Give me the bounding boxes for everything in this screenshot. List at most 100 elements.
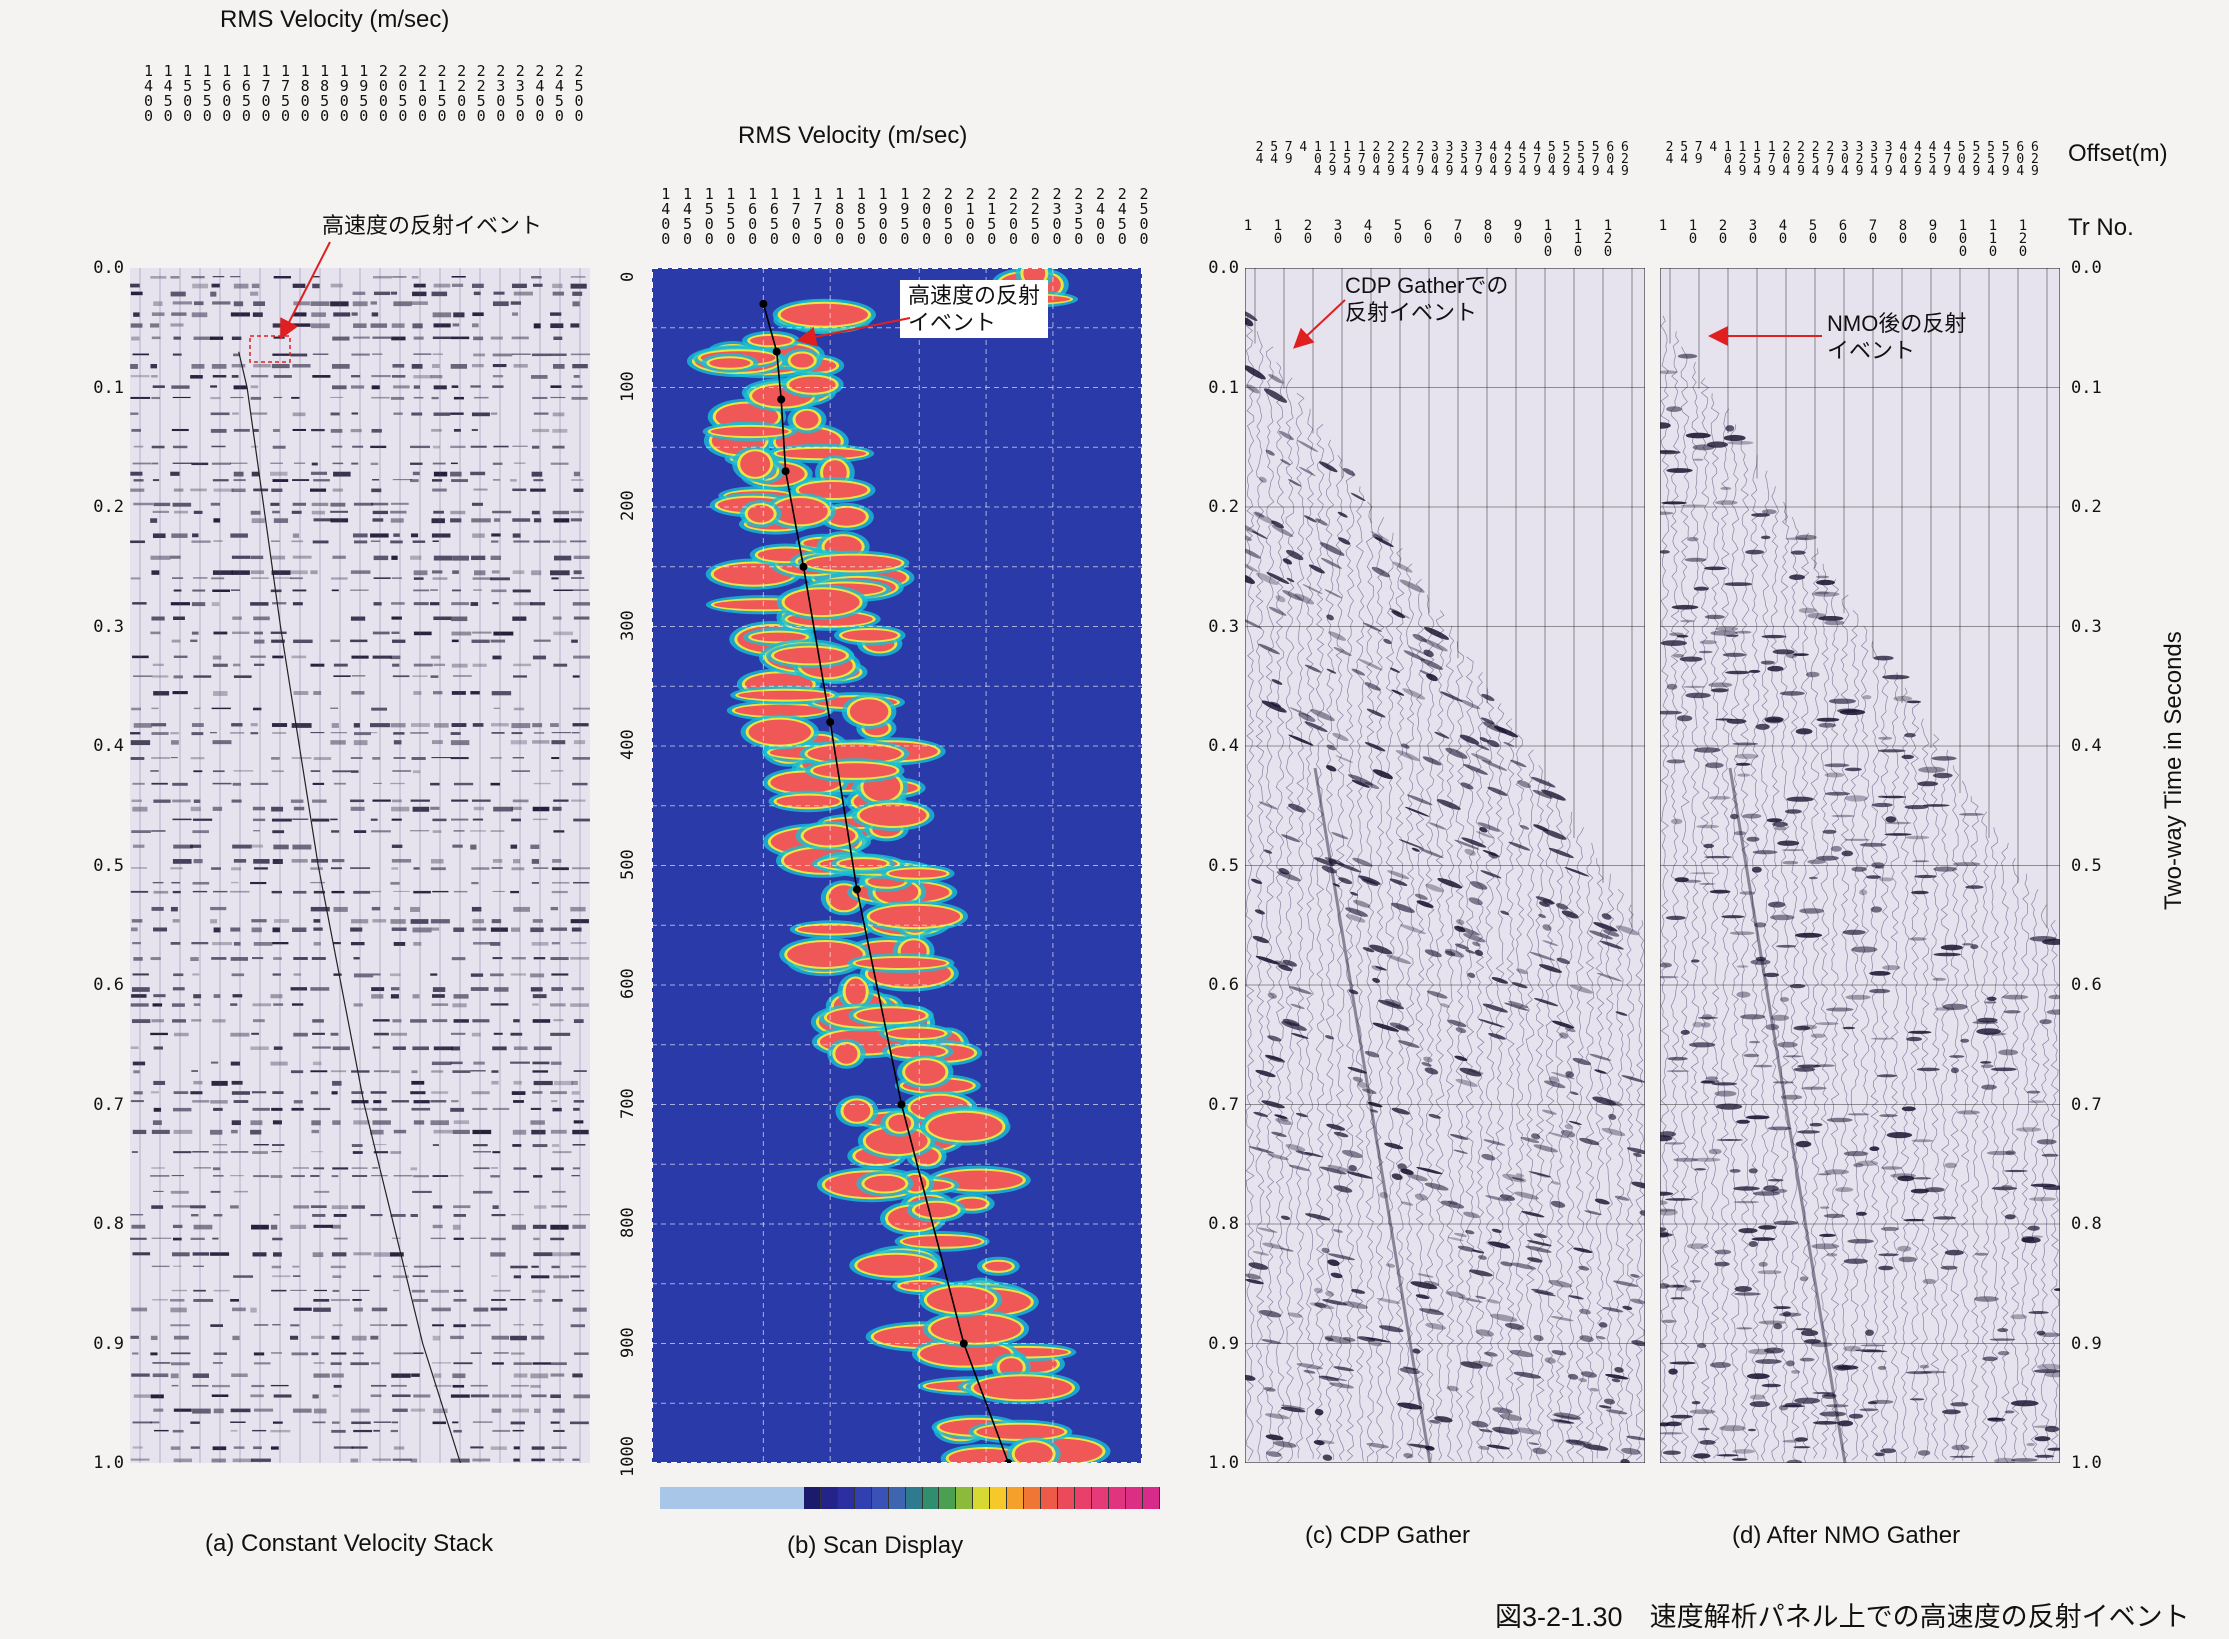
cdp-gather-panel [1245,268,1645,1463]
colorbar-swatch [922,1487,940,1509]
gather-events [1245,310,1645,1463]
offset-label: 279 [1822,140,1838,176]
offset-label: 154 [1749,140,1765,176]
velocity-label: 1900 [874,185,893,245]
scan-gridlines [652,268,1142,1463]
offset-label: 354 [1866,140,1882,176]
time-tick-label: 0.8 [2071,1214,2102,1234]
velocity-label: 1550 [198,62,217,122]
time-tick-label: 200 [618,490,638,521]
time-tick-label: 0.4 [1208,736,1239,756]
trace-label: 1 [1655,218,1671,231]
velocity-label: 1550 [721,185,740,245]
velocity-label: 1700 [256,62,275,122]
trace-label: 70 [1865,218,1881,244]
offset-label: 404 [1895,140,1911,176]
velocity-pick-point [759,299,768,308]
time-tick-label: 100 [618,370,638,402]
offset-label: 529 [1968,140,1984,176]
panel-c-time-axis: 0.0 0.1 0.2 0.3 0.4 0.5 0.6 0.7 0.8 0.9 1.0 [1185,258,1245,1473]
velocity-label: 2250 [1026,185,1045,245]
time-tick-label: 0.9 [2071,1333,2102,1354]
trace-label: 80 [1895,218,1911,244]
velocity-label: 2150 [982,185,1001,245]
velocity-pick-point [772,347,781,356]
offset-label: 479 [1529,140,1545,176]
offset-label: 79 [1281,140,1297,164]
trace-label: 120 [1600,218,1616,257]
offset-label: 379 [1881,140,1897,176]
offset-label: 254 [1808,140,1824,176]
velocity-label: 1500 [700,185,719,245]
velocity-label: 1750 [276,62,295,122]
stack-trace-lines [139,268,581,1463]
velocity-pick-point [852,885,861,894]
velocity-label: 2100 [413,62,432,122]
velocity-label: 1750 [808,185,827,245]
colorbar-swatch [888,1487,906,1509]
offset-label: 504 [1544,140,1560,176]
panel-d-offset-labels: 24 54 79 4 104 129 154 179 204 229 254 279 304 329 354… [1662,140,2042,180]
offset-label: 429 [1500,140,1516,176]
panel-d-annotation-line-2: イベント [1827,338,1916,363]
colorbar-swatch [1092,1487,1110,1509]
offset-label: 329 [1442,140,1457,176]
time-tick-label: 0.8 [1208,1214,1239,1234]
offset-label: 379 [1471,140,1487,176]
colorbar-swatch [755,1487,772,1509]
panel-b-annotation: 高速度の反射 イベント [900,280,1049,338]
offset-label: 229 [1383,140,1399,176]
velocity-label: 2000 [374,62,393,122]
velocity-label: 1850 [852,185,871,245]
offset-label: 479 [1939,140,1955,176]
colorbar-swatch [707,1487,724,1509]
offset-label: 54 [1266,140,1282,164]
panel-b-caption: (b) Scan Display [787,1532,964,1559]
trace-label: 90 [1510,218,1526,244]
time-tick-label: 1.0 [93,1453,124,1473]
velocity-label: 1650 [237,62,256,122]
panel-b-annotation-line-2: イベント [908,310,997,335]
time-tick-label: 0.1 [2071,377,2102,398]
velocity-label: 2200 [1004,185,1023,245]
time-tick-label: 600 [618,968,638,999]
colorbar-swatch [1109,1487,1127,1509]
colorbar-swatch [675,1487,692,1509]
colorbar-swatch [854,1487,872,1509]
offset-label: 404 [1485,140,1501,176]
time-tick-label: 0.5 [93,855,124,876]
panel-c-annotation-line-1: CDP Gatherでの [1345,273,1509,298]
colorbar-swatch [973,1487,991,1509]
figure-caption: 図3-2-1.30 速度解析パネル上での高速度の反射イベント [1495,1602,2190,1632]
offset-label: 79 [1691,140,1707,164]
offset-label: 4 [1705,140,1721,152]
time-tick-label: 0.6 [93,975,124,995]
trace-label: 20 [1715,218,1731,244]
trace-label: 80 [1480,218,1496,244]
time-tick-label: 0.3 [93,616,124,637]
trace-label: 50 [1390,218,1406,244]
velocity-label: 2350 [511,62,530,122]
panel-d-annotation-line-1: NMO後の反射 [1827,311,1967,336]
trace-label: 110 [1570,218,1586,257]
time-tick-label: 900 [618,1326,638,1358]
colorbar-swatch [1007,1487,1025,1509]
colorbar-swatch [803,1487,821,1509]
velocity-label: 1500 [178,62,197,122]
time-tick-label: 1000 [618,1436,638,1477]
trace-axis-label: Tr No. [2068,214,2134,241]
colorbar-swatch [1058,1487,1076,1509]
velocity-pick-point [826,718,835,727]
velocity-label: 2450 [550,62,569,122]
colorbar-swatch [956,1487,974,1509]
offset-label: 604 [1602,140,1618,176]
velocity-label: 2400 [1091,185,1110,245]
offset-label: 229 [1793,140,1809,176]
linear-noise-trend [1313,767,1432,1463]
offset-label: 304 [1837,140,1853,176]
offset-label: 579 [1998,140,2014,176]
offset-label: 429 [1910,140,1926,176]
offset-label: 329 [1852,140,1867,176]
two-way-time-axis-label: Two-way Time in Seconds [2160,631,2187,910]
offset-label: 629 [2027,140,2043,176]
